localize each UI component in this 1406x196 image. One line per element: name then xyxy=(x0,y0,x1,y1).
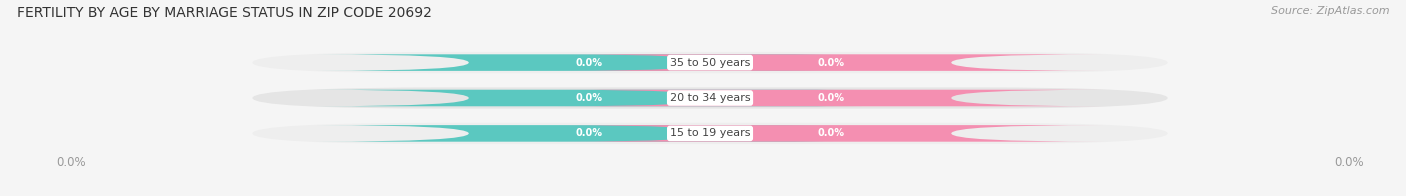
FancyBboxPatch shape xyxy=(558,54,1104,71)
Text: Source: ZipAtlas.com: Source: ZipAtlas.com xyxy=(1271,6,1389,16)
FancyBboxPatch shape xyxy=(558,90,1104,106)
Text: 15 to 19 years: 15 to 19 years xyxy=(669,128,751,138)
FancyBboxPatch shape xyxy=(316,54,862,71)
Legend: Married, Unmarried: Married, Unmarried xyxy=(627,192,793,196)
FancyBboxPatch shape xyxy=(316,90,862,106)
Text: 20 to 34 years: 20 to 34 years xyxy=(669,93,751,103)
Text: 0.0%: 0.0% xyxy=(817,58,845,68)
Text: 35 to 50 years: 35 to 50 years xyxy=(669,58,751,68)
Text: 0.0%: 0.0% xyxy=(575,93,603,103)
Text: 0.0%: 0.0% xyxy=(575,58,603,68)
FancyBboxPatch shape xyxy=(558,125,1104,142)
FancyBboxPatch shape xyxy=(316,125,862,142)
FancyBboxPatch shape xyxy=(253,87,1167,109)
Text: 0.0%: 0.0% xyxy=(817,128,845,138)
Text: 0.0%: 0.0% xyxy=(575,128,603,138)
Text: 0.0%: 0.0% xyxy=(817,93,845,103)
FancyBboxPatch shape xyxy=(253,123,1167,144)
Text: 0.0%: 0.0% xyxy=(56,156,86,169)
Text: 0.0%: 0.0% xyxy=(1334,156,1364,169)
FancyBboxPatch shape xyxy=(253,52,1167,73)
Text: FERTILITY BY AGE BY MARRIAGE STATUS IN ZIP CODE 20692: FERTILITY BY AGE BY MARRIAGE STATUS IN Z… xyxy=(17,6,432,20)
